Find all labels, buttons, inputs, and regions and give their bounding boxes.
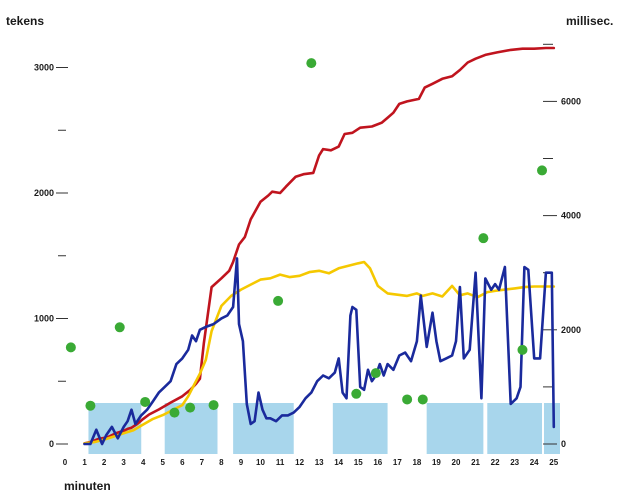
x-tick-label: 14 bbox=[334, 458, 343, 467]
series-lines bbox=[83, 46, 556, 446]
highlight-bands bbox=[88, 403, 560, 454]
x-tick-label: 20 bbox=[452, 458, 461, 467]
x-tick-label: 8 bbox=[219, 458, 224, 467]
x-tick-label: 5 bbox=[161, 458, 166, 467]
green-data-point bbox=[537, 165, 548, 176]
green-data-point bbox=[85, 400, 96, 411]
green-data-point bbox=[351, 388, 362, 399]
x-tick-label: 11 bbox=[276, 458, 285, 467]
x-tick-label: 4 bbox=[141, 458, 146, 467]
blue-series-line bbox=[83, 257, 556, 446]
x-tick-label: 3 bbox=[121, 458, 126, 467]
x-tick-label: 21 bbox=[471, 458, 480, 467]
right-axis: 0 2000 4000 6000 bbox=[543, 43, 581, 449]
green-data-point bbox=[65, 342, 76, 353]
green-data-point bbox=[114, 322, 125, 333]
x-axis: 0 1 2 3 4 5 6 7 8 9 10 11 12 13 14 15 16 17 18 19 20 21 22 23 24… bbox=[63, 458, 559, 467]
x-tick-label: 0 bbox=[63, 458, 68, 467]
x-tick-label: 25 bbox=[549, 458, 558, 467]
x-tick-label: 7 bbox=[200, 458, 205, 467]
left-axis: 0 1000 2000 3000 bbox=[34, 63, 68, 449]
yellow-series-line bbox=[83, 260, 556, 445]
x-tick-label: 17 bbox=[393, 458, 402, 467]
x-tick-label: 19 bbox=[432, 458, 441, 467]
green-data-point bbox=[208, 400, 219, 411]
x-tick-label: 2 bbox=[102, 458, 107, 467]
right-tick-label: 4000 bbox=[561, 211, 581, 221]
x-tick-label: 24 bbox=[530, 458, 539, 467]
green-data-point bbox=[402, 394, 413, 405]
green-data-point bbox=[273, 295, 284, 306]
green-data-point bbox=[185, 402, 196, 413]
x-tick-label: 18 bbox=[412, 458, 421, 467]
red-series-line bbox=[83, 46, 556, 445]
left-tick-label: 0 bbox=[49, 439, 54, 449]
left-axis-title: tekens bbox=[6, 14, 44, 28]
left-tick-label: 1000 bbox=[34, 314, 54, 324]
green-data-point bbox=[306, 58, 317, 69]
highlight-band bbox=[487, 403, 543, 454]
right-tick-label: 0 bbox=[561, 439, 566, 449]
right-tick-label: 6000 bbox=[561, 96, 581, 106]
right-axis-title: millisec. bbox=[566, 14, 613, 28]
green-data-point bbox=[370, 368, 381, 379]
x-tick-label: 15 bbox=[354, 458, 363, 467]
x-tick-label: 16 bbox=[373, 458, 382, 467]
highlight-band bbox=[332, 403, 388, 454]
x-tick-label: 1 bbox=[82, 458, 87, 467]
x-tick-label: 10 bbox=[256, 458, 265, 467]
x-axis-title: minuten bbox=[64, 479, 111, 493]
green-data-point bbox=[140, 396, 151, 407]
x-tick-label: 6 bbox=[180, 458, 185, 467]
x-tick-label: 23 bbox=[510, 458, 519, 467]
right-tick-label: 2000 bbox=[561, 325, 581, 335]
highlight-band bbox=[543, 403, 560, 454]
green-data-point bbox=[478, 233, 489, 244]
left-tick-label: 3000 bbox=[34, 63, 54, 73]
left-tick-label: 2000 bbox=[34, 188, 54, 198]
x-tick-label: 22 bbox=[491, 458, 500, 467]
green-data-point bbox=[417, 394, 428, 405]
green-data-point bbox=[169, 407, 180, 418]
green-points bbox=[65, 58, 548, 418]
highlight-band bbox=[426, 403, 484, 454]
x-tick-label: 13 bbox=[315, 458, 324, 467]
x-tick-label: 12 bbox=[295, 458, 304, 467]
green-data-point bbox=[517, 344, 528, 355]
x-tick-label: 9 bbox=[239, 458, 244, 467]
